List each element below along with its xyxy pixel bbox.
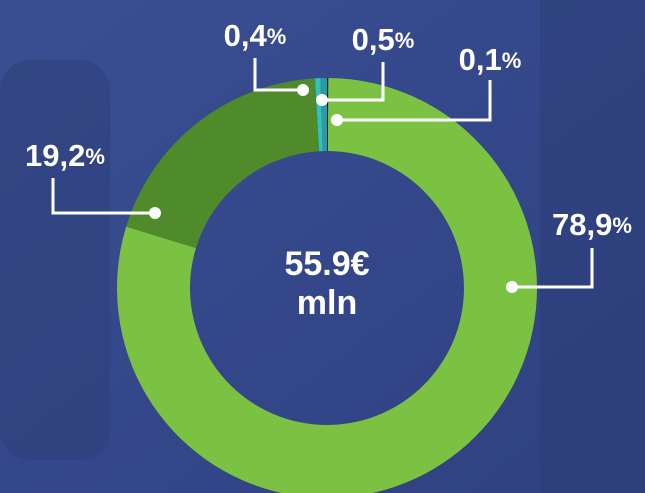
leader-dot <box>506 281 518 293</box>
leader-line <box>512 248 594 289</box>
leader-dot <box>297 84 309 96</box>
value-label: 0,4% <box>224 18 287 53</box>
background-shape <box>540 0 645 493</box>
value-label: 78,9% <box>552 207 632 242</box>
center-text: mln <box>297 284 357 322</box>
leader-line <box>51 178 155 215</box>
leader-line <box>337 80 492 122</box>
donut-segment <box>117 78 537 493</box>
donut-segment <box>327 78 329 152</box>
background-shape <box>0 60 110 460</box>
leader-line <box>253 58 303 92</box>
labels: 0,1% 78,9% 19,2% 0,4% 0,5% <box>25 18 632 293</box>
leader-dot <box>149 207 161 219</box>
donut-segment <box>126 78 320 248</box>
value-label: 0,1% <box>459 42 522 77</box>
leader-dot <box>331 114 343 126</box>
center-text: 55.9€ <box>284 245 369 283</box>
leader-dot <box>316 94 328 106</box>
value-label: 0,5% <box>352 22 415 57</box>
leader-line <box>322 62 385 102</box>
value-label: 19,2% <box>25 138 105 173</box>
